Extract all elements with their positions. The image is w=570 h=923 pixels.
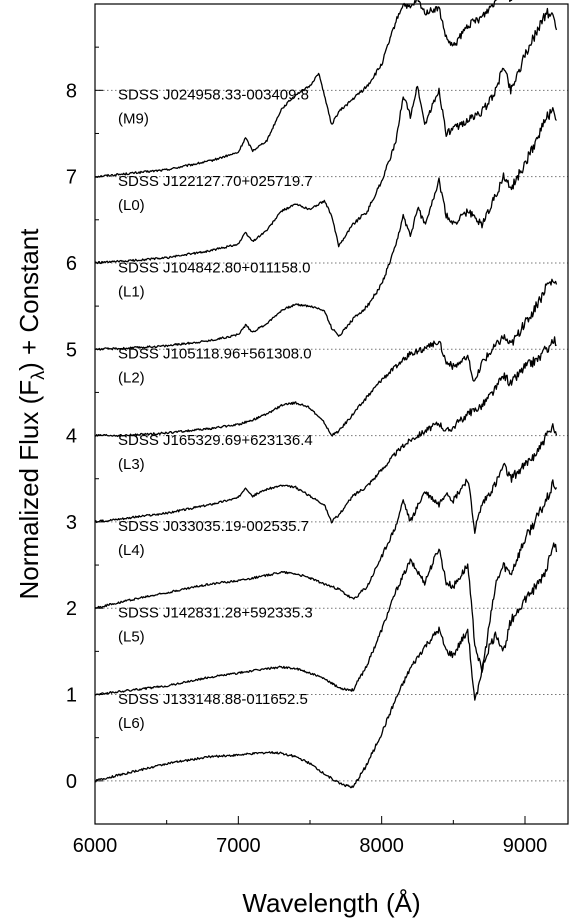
spectrum-line bbox=[94, 107, 557, 351]
spectrum-object-name: SDSS J033035.19-002535.7 bbox=[118, 518, 309, 535]
y-tick-label: 8 bbox=[66, 80, 77, 102]
axis-ticks: 6000 7000 8000 9000 0 1 2 3 4 5 6 7 8 bbox=[66, 46, 548, 857]
spectrum-type-label: (L2) bbox=[118, 370, 145, 387]
spectrum-line bbox=[94, 336, 557, 524]
x-tick-label: 8000 bbox=[359, 835, 404, 857]
spectrum-type-label: (L3) bbox=[118, 456, 145, 473]
spectrum-type-label: (L1) bbox=[118, 283, 145, 300]
y-tick-label: 2 bbox=[66, 598, 77, 620]
spectrum-type-label: (M9) bbox=[118, 111, 149, 128]
spectrum-object-name: SDSS J165329.69+623136.4 bbox=[118, 432, 313, 449]
spectrum-line bbox=[94, 278, 558, 438]
y-tick-label: 0 bbox=[66, 771, 77, 793]
spectrum-object-name: SDSS J133148.88-011652.5 bbox=[118, 691, 308, 708]
spectrum-object-name: SDSS J024958.33-003409.8 bbox=[118, 87, 309, 104]
x-tick-label: 7000 bbox=[216, 835, 261, 857]
y-tick-label: 6 bbox=[66, 253, 77, 275]
spectrum-line bbox=[94, 7, 558, 265]
y-axis-title: Normalized Flux (Fλ) + Constant bbox=[14, 228, 48, 600]
x-tick-label: 9000 bbox=[503, 835, 548, 857]
y-axis-title-tail: ) + Constant bbox=[14, 228, 44, 371]
x-axis-title: Wavelength (Å) bbox=[242, 888, 420, 918]
plot-frame bbox=[94, 3, 569, 825]
spectrum-object-name: SDSS J105118.96+561308.0 bbox=[118, 346, 312, 363]
spectrum-line bbox=[94, 0, 513, 178]
spectrum-line bbox=[94, 423, 558, 610]
spectrum-type-label: (L6) bbox=[118, 715, 145, 732]
spectrum-object-name: SDSS J104842.80+011158.0 bbox=[118, 259, 311, 276]
spectrum-line bbox=[95, 542, 558, 789]
y-tick-label: 1 bbox=[66, 685, 77, 707]
spectrum-type-label: (L4) bbox=[118, 542, 145, 559]
y-tick-label: 5 bbox=[66, 339, 77, 361]
spectrum-type-label: (L5) bbox=[118, 629, 145, 646]
y-tick-label: 7 bbox=[66, 167, 77, 189]
spectrum-object-name: SDSS J142831.28+592335.3 bbox=[118, 605, 313, 622]
spectrum-object-name: SDSS J122127.70+025719.7 bbox=[118, 173, 313, 190]
y-axis-title-main: Normalized Flux (F bbox=[14, 380, 44, 600]
y-axis-title-subscript: λ bbox=[28, 371, 48, 380]
spectrum-line bbox=[94, 479, 558, 696]
y-tick-label: 4 bbox=[66, 426, 77, 448]
spectrum-type-label: (L0) bbox=[118, 197, 145, 214]
spectrum-labels: SDSS J024958.33-003409.8 (M9) SDSS J122127… bbox=[118, 87, 313, 732]
spectra-series bbox=[94, 0, 558, 789]
x-tick-label: 6000 bbox=[73, 835, 118, 857]
y-tick-label: 3 bbox=[66, 512, 77, 534]
